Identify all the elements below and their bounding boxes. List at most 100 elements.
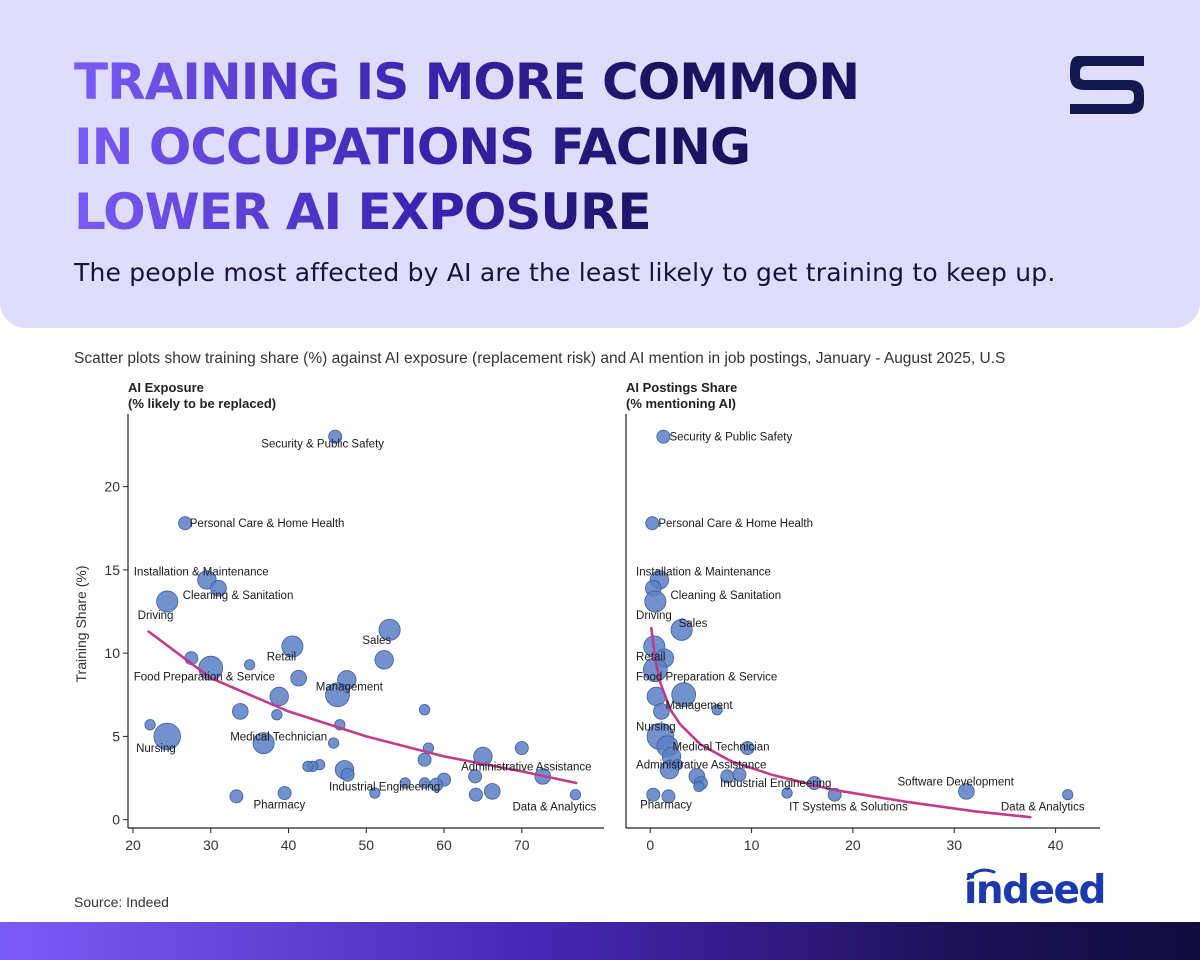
panel-1-occupation-label: Security & Public Safety bbox=[261, 438, 384, 450]
panel-1-data-point bbox=[328, 737, 340, 749]
panel-1-data-point bbox=[210, 579, 227, 597]
panel-1-data-point bbox=[473, 746, 493, 767]
panel-1-data-point bbox=[418, 704, 431, 716]
panel-2-x-tick-label: 30 bbox=[946, 837, 962, 853]
panel-1-y-axis-label: Training Share (%) bbox=[73, 566, 89, 683]
panel-1-data-point bbox=[252, 732, 275, 755]
panel-1-data-point bbox=[277, 786, 292, 800]
panel-1-occupation-label: Pharmacy bbox=[254, 800, 306, 812]
panel-1-occupation-label: Cleaning & Sanitation bbox=[183, 590, 294, 602]
panel-1-data-point bbox=[378, 618, 401, 641]
indeed-logo: indeed bbox=[964, 868, 1106, 913]
panel-1-occupation-label: Sales bbox=[362, 635, 391, 647]
panel-2-occupation-label: Sales bbox=[679, 618, 708, 630]
panel-2-occupation-label: Security & Public Safety bbox=[669, 432, 792, 444]
panel-1-data-point bbox=[290, 669, 307, 687]
panel-1-data-point bbox=[229, 789, 244, 804]
panel-2-occupation-label: Personal Care & Home Health bbox=[658, 518, 813, 530]
panel-1-occupation-label: Data & Analytics bbox=[512, 801, 596, 813]
panel-2-data-point bbox=[659, 760, 680, 780]
chart-description: Scatter plots show training share (%) ag… bbox=[74, 350, 1006, 367]
panel-2-data-point bbox=[671, 682, 697, 708]
panel-1-x-tick-label: 60 bbox=[436, 837, 452, 853]
panel-2-occupation-label: Medical Technician bbox=[673, 741, 770, 753]
panel-2-occupation-label: Cleaning & Sanitation bbox=[671, 590, 782, 602]
footer-gradient-bar bbox=[0, 922, 1200, 960]
panel-1-data-point bbox=[156, 590, 179, 613]
panel-1-data-point bbox=[269, 686, 289, 707]
panel-1-occupation-label: Food Preparation & Service bbox=[134, 671, 275, 683]
panel-1-occupation-label: Retail bbox=[267, 651, 296, 663]
panel-2-occupation-label: Food Preparation & Service bbox=[636, 671, 777, 683]
panel-2-x-tick-label: 0 bbox=[646, 837, 654, 853]
panel-2-occupation-label: Data & Analytics bbox=[1001, 801, 1085, 813]
panel-1-data-point bbox=[281, 635, 304, 658]
panel-2-title-line-2: (% mentioning AI) bbox=[626, 396, 737, 411]
indeed-arc-icon bbox=[966, 868, 996, 880]
panel-2-occupation-label: Retail bbox=[636, 651, 665, 663]
panel-1-data-point bbox=[153, 722, 181, 751]
panel-2-data-point bbox=[1062, 789, 1074, 801]
panel-2-occupation-label: Management bbox=[665, 700, 733, 712]
panel-1-occupation-label: Management bbox=[316, 681, 384, 693]
panel-2-data-point bbox=[958, 783, 975, 800]
panel-2-data-point bbox=[670, 618, 693, 641]
panel-1-x-tick-label: 70 bbox=[514, 837, 530, 853]
panel-1-y-tick-label: 15 bbox=[104, 562, 120, 578]
panel-1-data-point bbox=[369, 787, 381, 799]
panel-2-data-point bbox=[711, 704, 723, 716]
panel-1-title: AI Exposure (% likely to be replaced) bbox=[128, 380, 276, 412]
panel-1-occupation-label: Administrative Assistance bbox=[461, 761, 591, 773]
panel-2-occupation-label: Pharmacy bbox=[640, 800, 692, 812]
panel-1-data-point bbox=[325, 682, 350, 708]
panel-1-y-tick-label: 0 bbox=[112, 812, 120, 828]
panel-1-data-point bbox=[178, 516, 193, 531]
panel-2-data-point bbox=[781, 787, 793, 799]
panel-1-data-point bbox=[374, 650, 394, 670]
panel-1-x-tick-label: 20 bbox=[125, 837, 141, 853]
panel-2-data-point bbox=[646, 787, 661, 802]
panel-1-data-point bbox=[468, 787, 483, 802]
panel-2-data-point bbox=[740, 741, 755, 756]
panel-1-data-point bbox=[417, 752, 432, 767]
s-logo-icon bbox=[1070, 56, 1144, 114]
panel-1-occupation-label: Driving bbox=[138, 610, 174, 622]
source-note: Source: Indeed bbox=[74, 894, 169, 910]
panel-2-x-tick-label: 20 bbox=[845, 837, 861, 853]
panel-2-data-point bbox=[645, 516, 660, 531]
panel-2-data-point bbox=[653, 703, 670, 720]
panel-2-data-point bbox=[661, 789, 676, 804]
panel-2-title-line-1: AI Postings Share bbox=[626, 380, 738, 395]
panel-1-data-point bbox=[514, 741, 529, 756]
panel-2-occupation-label: Software Development bbox=[898, 776, 1015, 788]
subtitle: The people most affected by AI are the l… bbox=[74, 258, 1056, 287]
panel-2-occupation-label: Industrial Engineering bbox=[720, 778, 831, 790]
panel-2-occupation-label: Driving bbox=[636, 610, 672, 622]
panel-1-data-point bbox=[340, 767, 355, 782]
panel-2-occupation-label: Nursing bbox=[636, 721, 676, 733]
panel-1-data-point bbox=[328, 429, 343, 444]
panel-2-data-point bbox=[656, 429, 671, 444]
panel-1-occupation-label: Installation & Maintenance bbox=[134, 567, 269, 579]
panel-1-data-point bbox=[468, 769, 483, 784]
panel-2-occupation-label: Installation & Maintenance bbox=[636, 567, 771, 579]
panel-2-data-point bbox=[693, 780, 705, 792]
panel-2-title: AI Postings Share (% mentioning AI) bbox=[626, 380, 737, 412]
header-banner: TRAINING IS MORE COMMON IN OCCUPATIONS F… bbox=[0, 0, 1200, 328]
panel-1-data-point bbox=[418, 777, 431, 789]
panel-2-trend-line bbox=[650, 626, 1032, 819]
panel-1-trend-line bbox=[147, 630, 578, 785]
panel-2-data-point bbox=[644, 590, 667, 613]
panel-1-y-tick-label: 10 bbox=[104, 645, 120, 661]
panel-1-x-tick-label: 30 bbox=[203, 837, 219, 853]
panel-1-occupation-label: Medical Technician bbox=[230, 731, 327, 743]
panel-1-data-point bbox=[144, 719, 156, 731]
panel-2-occupation-label: Administrative Assistance bbox=[636, 760, 766, 772]
panel-1-title-line-1: AI Exposure bbox=[128, 380, 204, 395]
panel-1-data-point bbox=[271, 709, 283, 721]
panel-1-x-tick-label: 50 bbox=[358, 837, 374, 853]
panel-1-y-tick-label: 20 bbox=[104, 479, 120, 495]
panel-1-occupation-label: Industrial Engineering bbox=[329, 781, 440, 793]
panel-2-data-point bbox=[732, 767, 747, 782]
